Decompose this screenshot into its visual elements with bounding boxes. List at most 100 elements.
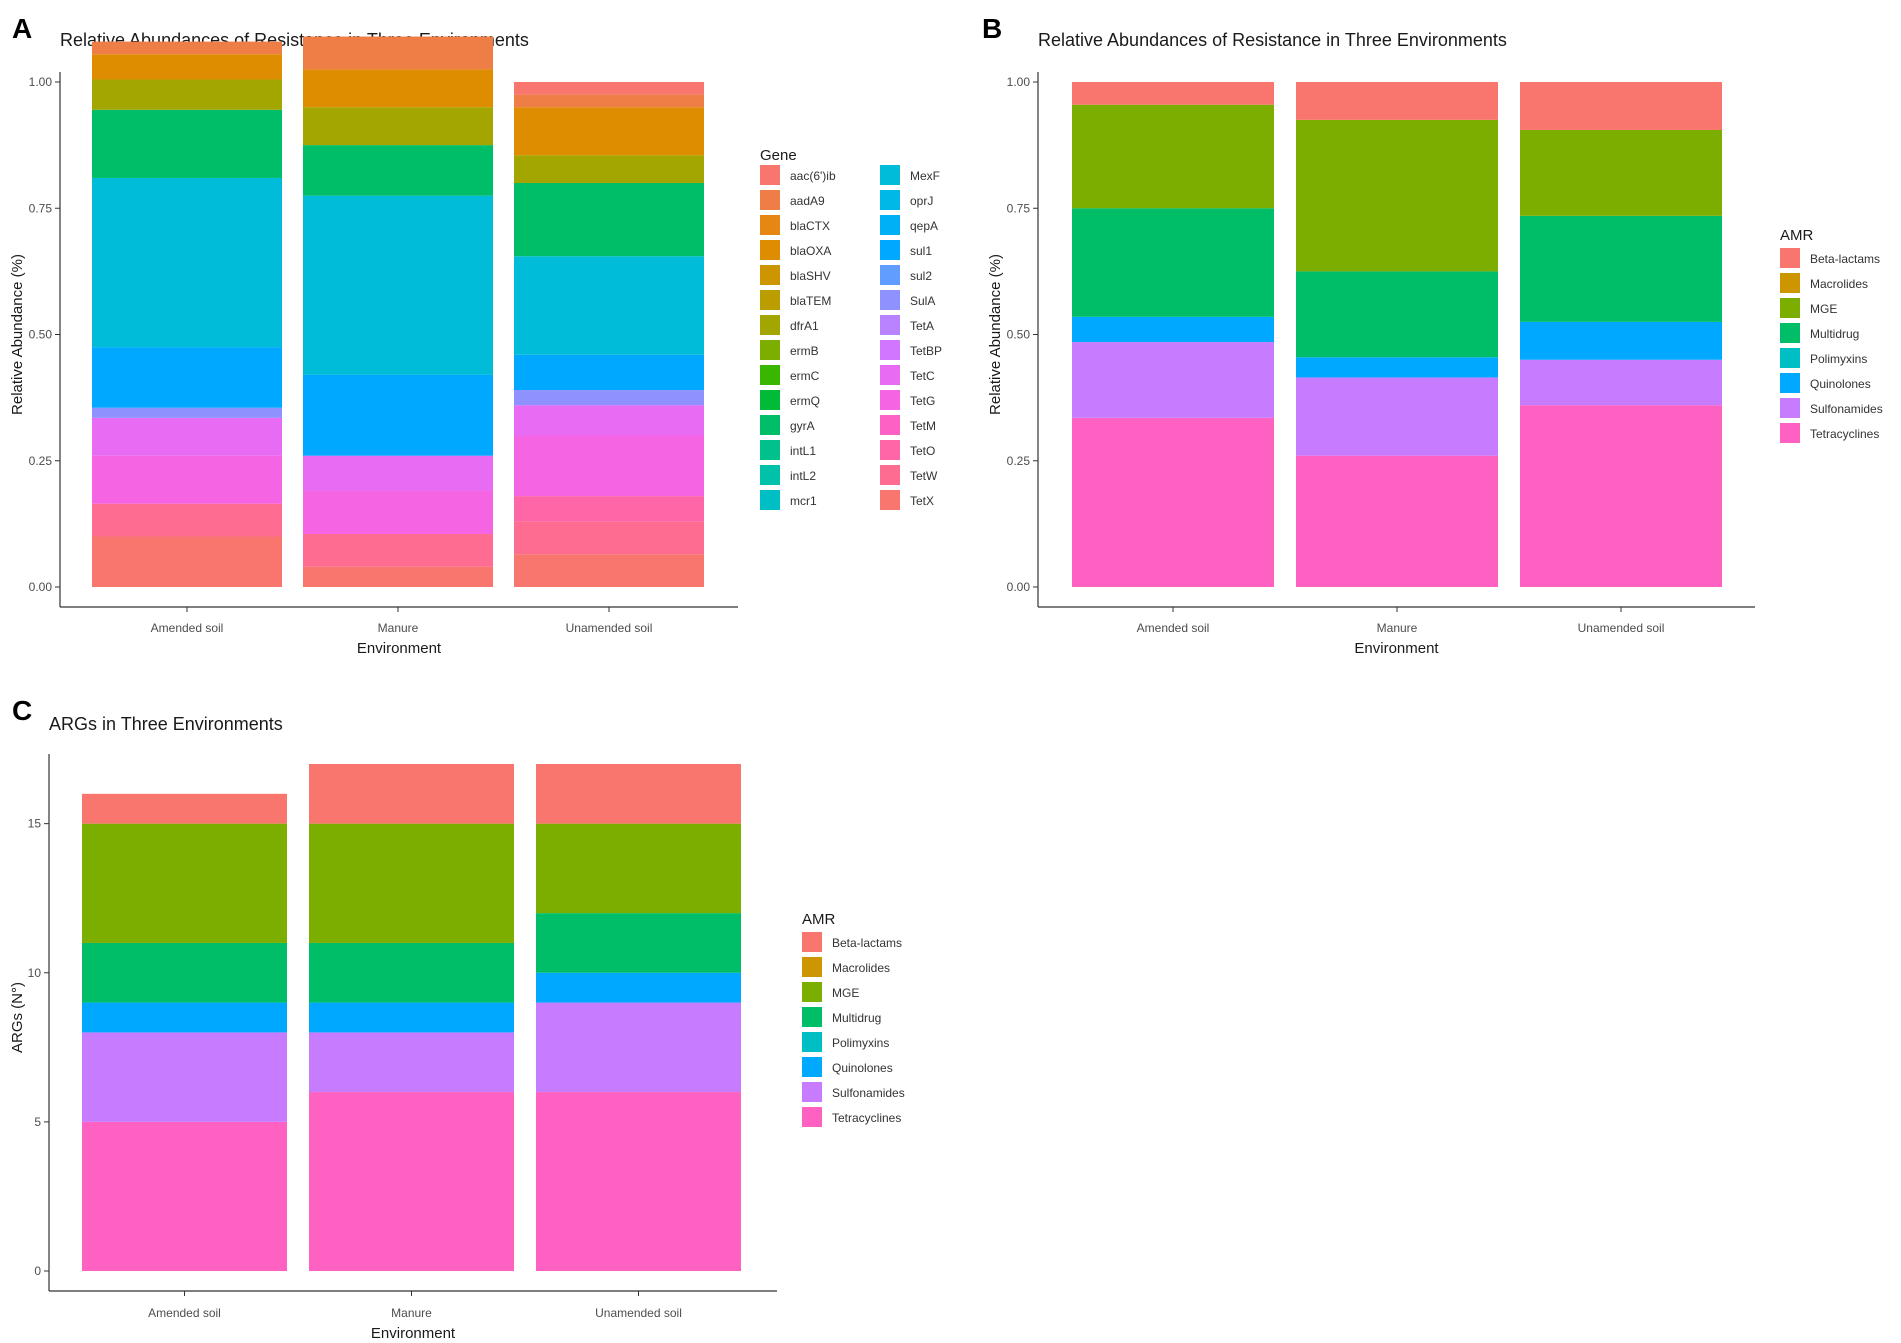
bar-segment-beta-lactams-2 bbox=[536, 764, 741, 824]
panel-label-c: C bbox=[12, 695, 32, 726]
legend-label: SulA bbox=[910, 294, 935, 308]
legend-swatch bbox=[760, 315, 780, 335]
bar-segment-quinolones-2 bbox=[536, 972, 741, 1003]
legend: AMR Beta-lactams Macrolides MGE Multidrug Pol… bbox=[802, 911, 905, 1127]
legend-label: TetM bbox=[910, 419, 936, 433]
bar-segment-multidrug-2 bbox=[1520, 215, 1722, 322]
legend-label: Sulfonamides bbox=[832, 1086, 905, 1100]
legend-label: TetA bbox=[910, 319, 934, 333]
bar-segment-mge-1 bbox=[309, 823, 514, 943]
legend-label: sul2 bbox=[910, 269, 932, 283]
legend: Gene aac(6')ib aadA9 blaCTX blaOXA blaSHV blaT… bbox=[760, 147, 942, 510]
legend-swatch bbox=[760, 290, 780, 310]
legend-swatch bbox=[760, 440, 780, 460]
bar-segment-blaoxa-0 bbox=[92, 54, 282, 80]
x-tick-label: Unamended soil bbox=[1578, 621, 1665, 635]
legend-swatch bbox=[760, 465, 780, 485]
legend-label: ermC bbox=[790, 369, 820, 383]
legend-label: intL2 bbox=[790, 469, 816, 483]
y-tick-label: 0.25 bbox=[1007, 454, 1031, 468]
bar-segment-sula-2 bbox=[514, 390, 704, 406]
bar-segment-dfra1-2 bbox=[514, 155, 704, 183]
bar-segment-quinolones-2 bbox=[1520, 321, 1722, 360]
x-tick-label: Manure bbox=[378, 621, 419, 635]
bar-segment-tetracyclines-1 bbox=[309, 1092, 514, 1271]
bar-segment-mge-1 bbox=[1296, 119, 1498, 272]
legend: AMR Beta-lactams Macrolides MGE Multidrug Pol… bbox=[1780, 227, 1883, 443]
bar-segment-beta-lactams-0 bbox=[1072, 82, 1274, 105]
legend-label: MGE bbox=[1810, 302, 1837, 316]
y-tick-label: 10 bbox=[28, 966, 42, 980]
bar-segment-tetracyclines-0 bbox=[1072, 417, 1274, 587]
bar-segment-sul1-1 bbox=[303, 374, 493, 456]
legend-label: TetC bbox=[910, 369, 935, 383]
bar-segment-quinolones-1 bbox=[309, 1002, 514, 1033]
x-axis-label: Environment bbox=[1354, 640, 1439, 657]
bar-segment-aac-6-ib-2 bbox=[514, 82, 704, 95]
y-tick-label: 1.00 bbox=[29, 75, 53, 89]
bar-segment-teto-2 bbox=[514, 496, 704, 522]
legend-label: Quinolones bbox=[832, 1061, 893, 1075]
legend-label: mcr1 bbox=[790, 494, 817, 508]
bar-segment-gyra-1 bbox=[303, 145, 493, 196]
bar-segment-mge-2 bbox=[1520, 129, 1722, 216]
legend-label: Beta-lactams bbox=[832, 936, 902, 950]
legend-swatch bbox=[760, 365, 780, 385]
legend-label: ermQ bbox=[790, 394, 820, 408]
legend-swatch bbox=[880, 190, 900, 210]
legend-label: Tetracyclines bbox=[832, 1111, 901, 1125]
bar-segment-tetracyclines-0 bbox=[82, 1121, 287, 1271]
chart-title: ARGs in Three Environments bbox=[49, 714, 283, 734]
bar-segment-sulfonamides-0 bbox=[1072, 342, 1274, 418]
legend-label: Polimyxins bbox=[832, 1036, 889, 1050]
bar-segment-gyra-2 bbox=[514, 183, 704, 257]
y-tick-label: 0.25 bbox=[29, 454, 53, 468]
bar-segment-multidrug-1 bbox=[309, 942, 514, 1003]
chart-title: Relative Abundances of Resistance in Thr… bbox=[1038, 30, 1507, 50]
legend-swatch bbox=[802, 932, 822, 952]
legend-label: Quinolones bbox=[1810, 377, 1871, 391]
legend-title: Gene bbox=[760, 147, 797, 164]
legend-label: Multidrug bbox=[1810, 327, 1859, 341]
legend-swatch bbox=[760, 165, 780, 185]
bar-segment-mge-0 bbox=[82, 823, 287, 943]
bar-segment-tetx-0 bbox=[92, 536, 282, 587]
bar-segment-sulfonamides-2 bbox=[536, 1002, 741, 1093]
bar-segment-tetx-1 bbox=[303, 566, 493, 587]
legend-swatch bbox=[880, 215, 900, 235]
y-tick-label: 0.75 bbox=[1007, 201, 1031, 215]
legend-swatch bbox=[802, 982, 822, 1002]
legend-swatch bbox=[1780, 398, 1800, 418]
legend-swatch bbox=[1780, 248, 1800, 268]
x-axis-label: Environment bbox=[357, 640, 442, 657]
y-tick-label: 0.00 bbox=[29, 580, 53, 594]
legend-swatch bbox=[880, 290, 900, 310]
legend-swatch bbox=[760, 265, 780, 285]
legend-swatch bbox=[760, 415, 780, 435]
legend-label: Tetracyclines bbox=[1810, 427, 1879, 441]
legend-swatch bbox=[760, 215, 780, 235]
legend-swatch bbox=[1780, 348, 1800, 368]
legend-label: TetO bbox=[910, 444, 935, 458]
bar-segment-multidrug-0 bbox=[1072, 208, 1274, 317]
legend-label: Beta-lactams bbox=[1810, 252, 1880, 266]
legend-label: ermB bbox=[790, 344, 819, 358]
chart-panel-b: B Relative Abundances of Resistance in Th… bbox=[982, 13, 1883, 657]
legend-label: MexF bbox=[910, 169, 940, 183]
x-tick-label: Manure bbox=[391, 1306, 432, 1320]
bar-segment-tetw-2 bbox=[514, 521, 704, 555]
legend-label: sul1 bbox=[910, 244, 932, 258]
legend-swatch bbox=[802, 957, 822, 977]
legend-label: blaOXA bbox=[790, 244, 831, 258]
bar-segment-sulfonamides-1 bbox=[309, 1032, 514, 1093]
legend-swatch bbox=[760, 190, 780, 210]
legend-swatch bbox=[1780, 373, 1800, 393]
bar-segment-tetc-0 bbox=[92, 417, 282, 456]
bar-segment-aada9-1 bbox=[303, 36, 493, 70]
bar-segment-multidrug-1 bbox=[1296, 271, 1498, 358]
bar-segment-beta-lactams-2 bbox=[1520, 82, 1722, 130]
bar-segment-beta-lactams-1 bbox=[309, 764, 514, 824]
legend-label: Macrolides bbox=[832, 961, 890, 975]
bar-segment-sulfonamides-2 bbox=[1520, 359, 1722, 406]
bar-segment-mge-2 bbox=[536, 823, 741, 914]
